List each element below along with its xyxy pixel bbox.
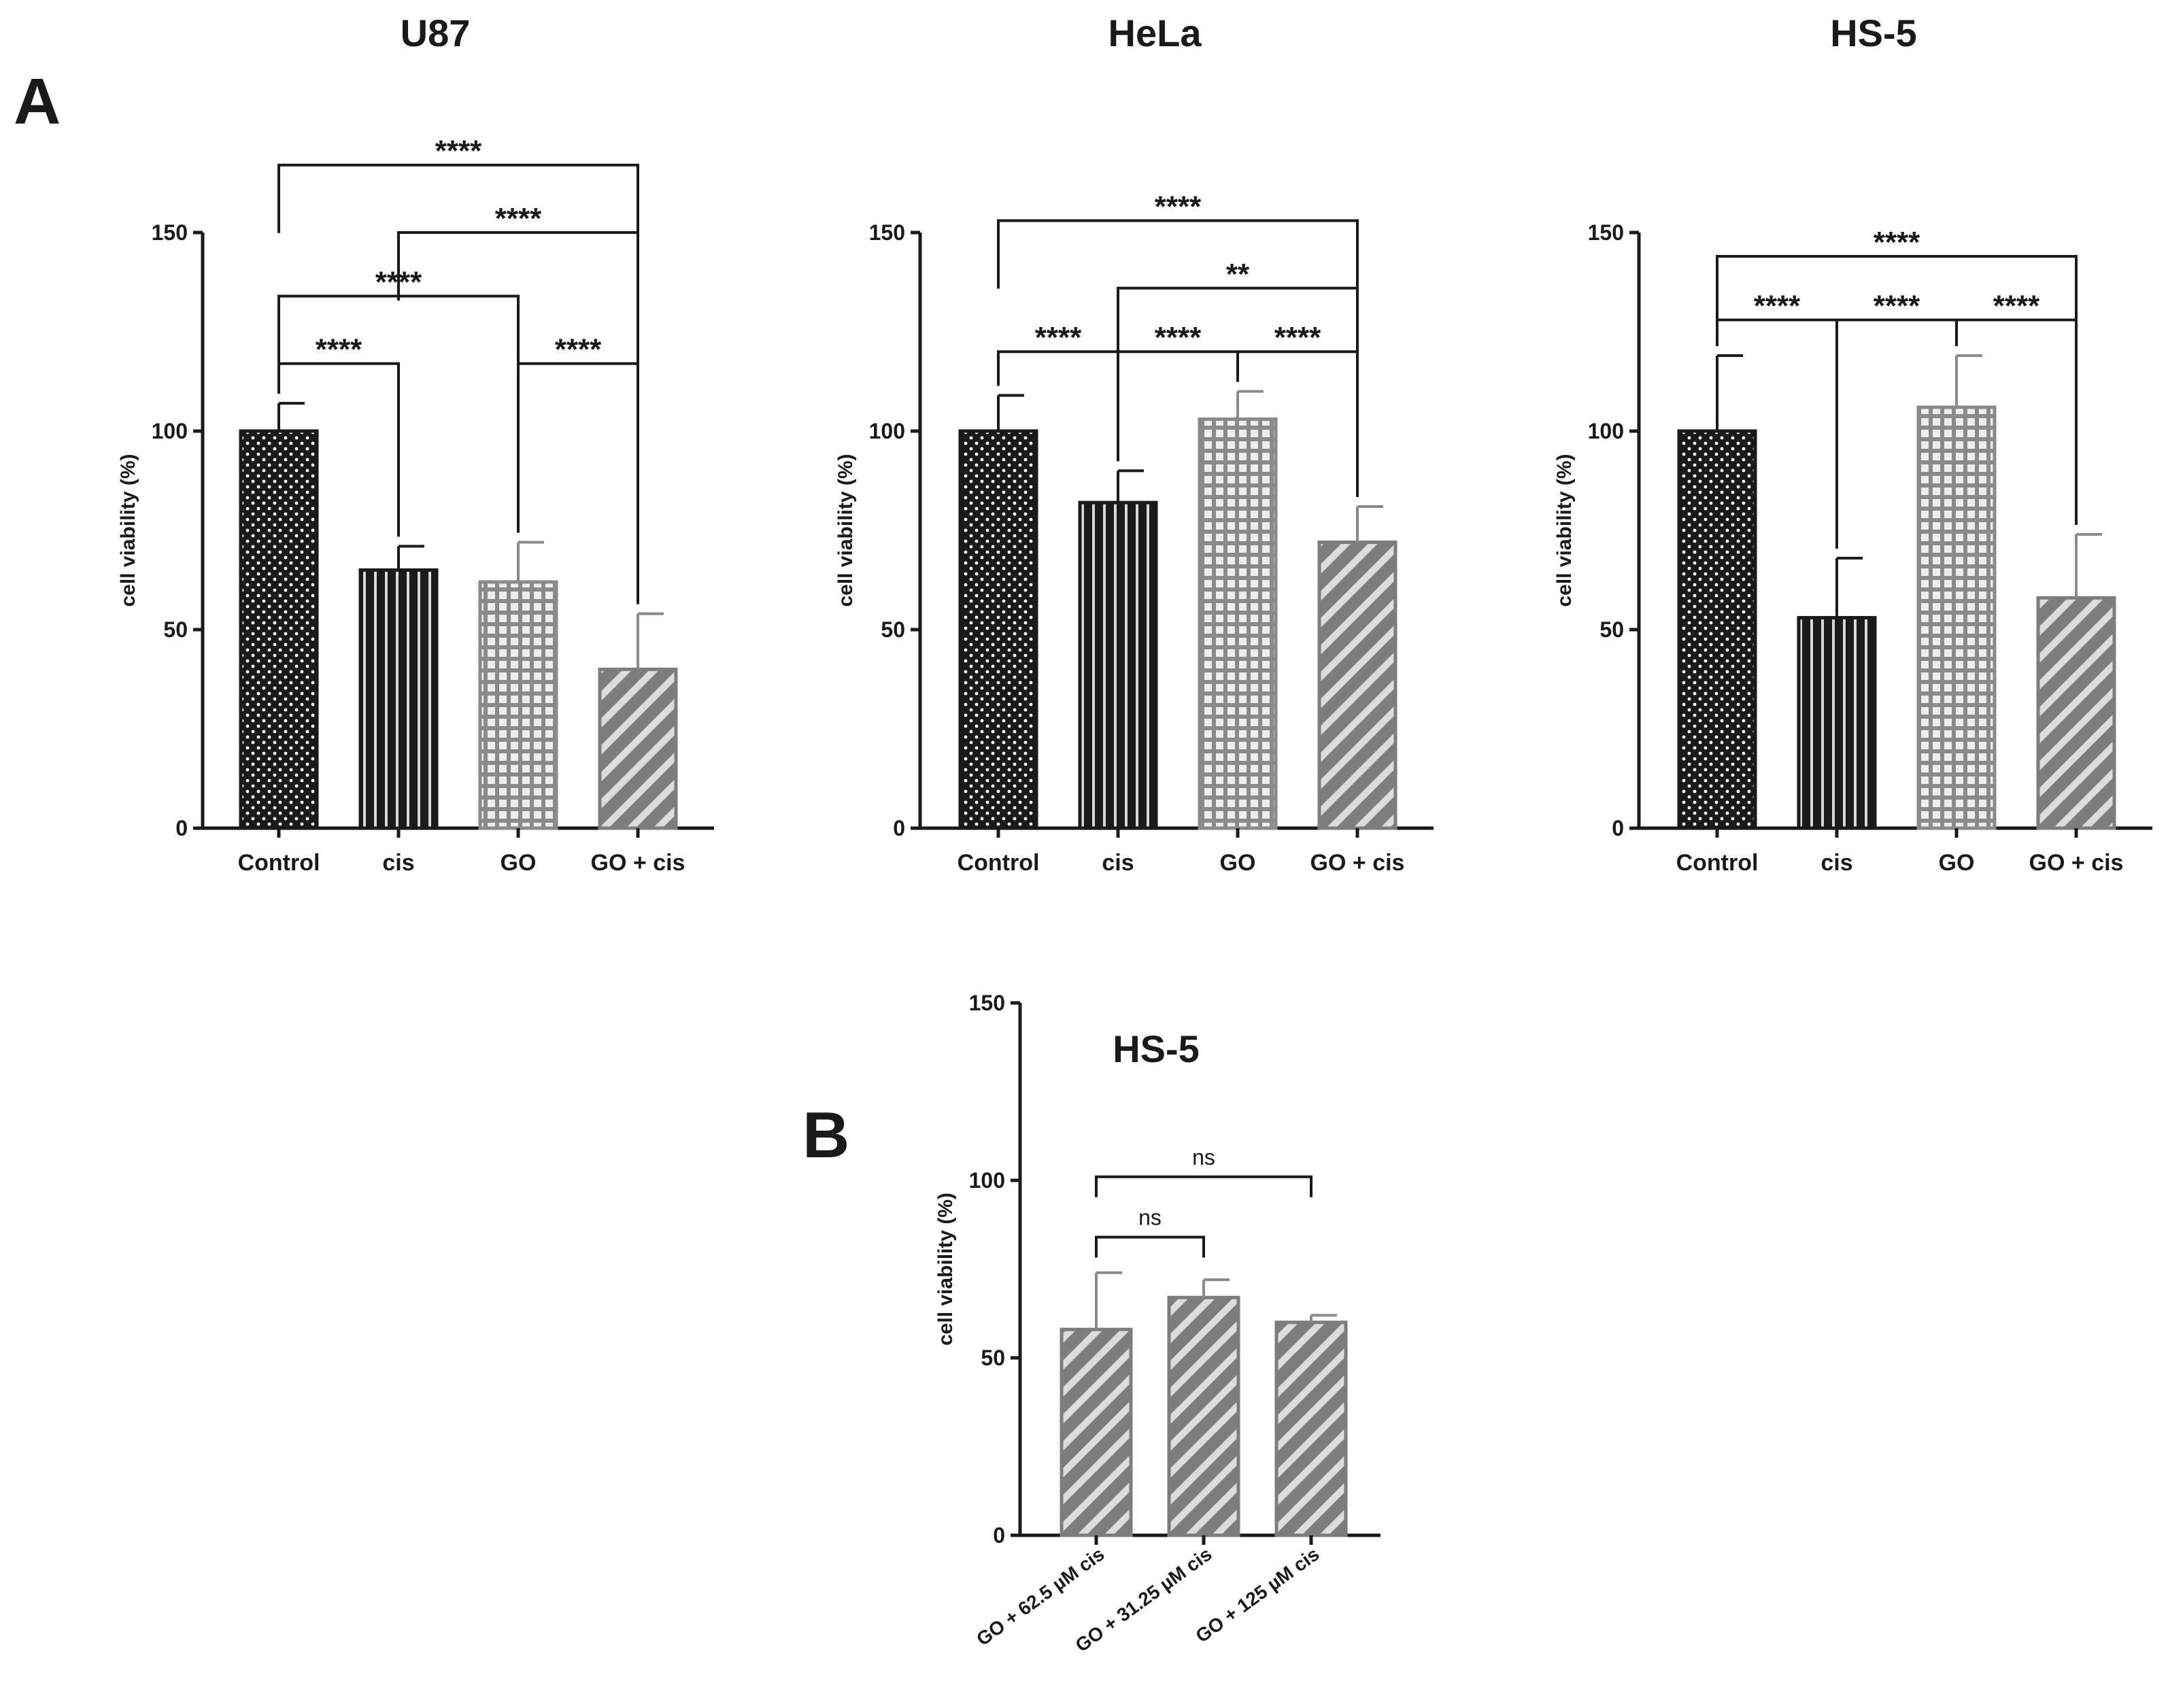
x-tick-label: GO + cis (2029, 850, 2124, 876)
x-tick-label: GO (1939, 850, 1975, 876)
y-axis-label: cell viability (%) (934, 1193, 957, 1346)
significance-label: ** (1226, 258, 1250, 291)
chart-hs5: HS-5 cell viability (%) 0 50 100 150 Control ci… (1553, 12, 2152, 876)
significance-bracket (997, 219, 1359, 466)
x-tick-label: GO + cis (1310, 850, 1405, 876)
bar (1078, 500, 1158, 830)
significance-label: **** (1274, 321, 1321, 354)
y-tick-label: 100 (1588, 419, 1624, 443)
y-tick-label: 150 (969, 991, 1005, 1015)
significance-bracket (1716, 255, 2078, 502)
x-tick-label: GO (501, 850, 537, 876)
significance-bracket (517, 362, 639, 604)
x-tick-label: cis (1102, 850, 1134, 876)
y-tick-label: 0 (893, 816, 905, 840)
chart-title: U87 (401, 12, 471, 54)
x-tick-label: cis (1820, 850, 1852, 876)
significance-bracket (277, 362, 400, 537)
significance-label: **** (1155, 321, 1202, 354)
panel-label-b: B (802, 1099, 849, 1172)
panel-label-a: A (14, 65, 61, 138)
x-tick-label: GO + cis (591, 850, 685, 876)
x-tick-label: GO (1220, 850, 1256, 876)
x-tick-label: cis (382, 850, 414, 876)
chart-title: HS-5 (1830, 12, 1917, 54)
y-tick-label: 150 (152, 220, 188, 245)
y-axis-label: cell viability (%) (834, 454, 857, 607)
significance-label: **** (555, 333, 602, 366)
bar (239, 429, 319, 830)
bar (478, 580, 558, 830)
significance-label: **** (1155, 190, 1202, 223)
y-tick-label: 50 (1599, 617, 1624, 642)
bar (1060, 1327, 1133, 1537)
y-tick-label: 50 (881, 617, 905, 642)
y-axis-label: cell viability (%) (1553, 454, 1576, 607)
bar (2036, 596, 2116, 830)
y-tick-label: 150 (869, 220, 905, 245)
significance-label: ns (1138, 1206, 1162, 1230)
significance-label: ns (1192, 1145, 1215, 1169)
bar (1317, 541, 1398, 830)
y-tick-label: 0 (175, 816, 188, 840)
significance-bracket (277, 163, 639, 410)
y-tick-label: 0 (993, 1523, 1005, 1548)
y-tick-label: 100 (869, 419, 905, 443)
bar (1797, 615, 1877, 830)
bar (1198, 417, 1278, 830)
significance-label: **** (1754, 289, 1801, 322)
chart-u87: U87 cell viability (%) 0 50 100 150 Control cis… (117, 12, 714, 876)
chart-title: HS-5 (1113, 1027, 1200, 1070)
bar (958, 429, 1038, 830)
significance-bracket (1095, 1175, 1312, 1197)
bar (1274, 1320, 1348, 1537)
significance-label: **** (1993, 289, 2040, 322)
bar (598, 667, 678, 830)
x-tick-label: Control (1676, 850, 1759, 876)
significance-label: **** (316, 333, 362, 366)
significance-bracket (1095, 1235, 1205, 1258)
significance-bracket (1117, 350, 1239, 420)
significance-bracket (1716, 318, 1838, 549)
significance-label: **** (1035, 321, 1082, 354)
significance-label: **** (435, 135, 482, 168)
bar (358, 568, 439, 830)
chart-title: HeLa (1108, 12, 1202, 54)
x-tick-label: Control (238, 850, 320, 876)
y-tick-label: 50 (981, 1346, 1005, 1370)
bar (1677, 429, 1757, 830)
significance-label: **** (495, 202, 542, 235)
significance-label: **** (1874, 226, 1920, 259)
significance-bracket (1835, 318, 1958, 388)
chart-hela: HeLa cell viability (%) 0 50 100 150 Control ci… (834, 12, 1434, 876)
bar (1167, 1295, 1240, 1537)
significance-label: **** (1874, 289, 1920, 322)
y-tick-label: 100 (152, 419, 188, 443)
x-tick-label: Control (958, 850, 1040, 876)
y-axis-label: cell viability (%) (117, 454, 139, 607)
y-tick-label: 100 (969, 1168, 1005, 1193)
y-tick-label: 0 (1612, 816, 1624, 840)
y-tick-label: 150 (1588, 220, 1624, 245)
y-tick-label: 50 (163, 617, 188, 642)
bar (1916, 405, 1997, 830)
